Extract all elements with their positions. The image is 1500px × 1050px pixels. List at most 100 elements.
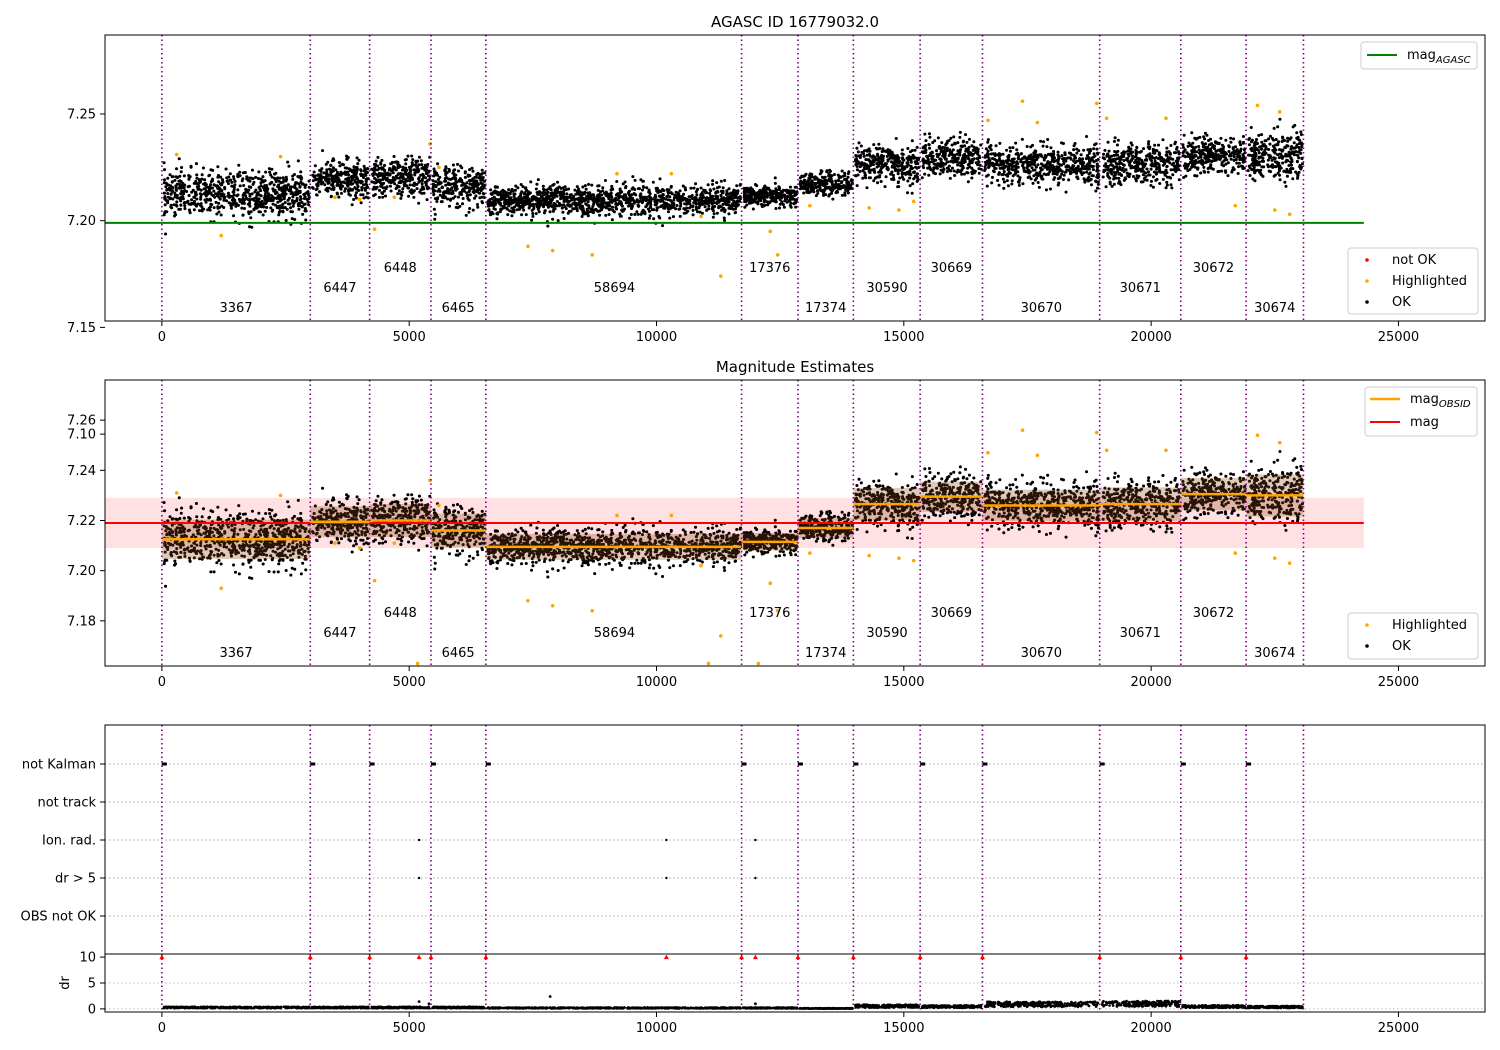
panel1-xtick-label: 0 xyxy=(158,330,166,345)
legend-mag-agasc-subscript: AGASC xyxy=(1435,55,1471,66)
panel1-frame xyxy=(104,34,1486,322)
panel1-obsid-label: 6448 xyxy=(384,261,417,276)
panel1-xtick-label: 25000 xyxy=(1378,330,1419,345)
panel2-ytick-label: 7.18 xyxy=(67,614,96,629)
highlighted-point xyxy=(1272,556,1277,560)
panel2-frame xyxy=(104,379,1486,667)
ok-points-obsid-6448 xyxy=(370,493,432,552)
highlighted-point xyxy=(526,598,530,603)
dr-points-obsid-30671 xyxy=(1100,999,1182,1008)
dr-points-obsid-30674 xyxy=(1246,1004,1304,1010)
panel2-ytick-label: 7.20 xyxy=(67,564,96,579)
panel1-xtick-label: 10000 xyxy=(636,330,677,345)
panel1-obsid-label: 6465 xyxy=(442,301,475,316)
panel3-plot-area xyxy=(105,725,1485,954)
panel1-obsid-label: 6447 xyxy=(323,281,356,296)
panel1-obsid-label: 58694 xyxy=(594,281,635,296)
panel1-title: AGASC ID 16779032.0 xyxy=(711,13,879,31)
panel4-plot-area xyxy=(105,954,1485,1012)
not-kalman-point xyxy=(1246,762,1252,766)
highlighted-point xyxy=(775,253,780,257)
panel2-ytick-label: 7.24 xyxy=(67,464,96,479)
panel1-obsid-label: 30669 xyxy=(931,261,972,276)
not-kalman-point xyxy=(430,762,436,766)
highlighted-point xyxy=(756,661,761,666)
highlighted-point xyxy=(1287,212,1292,217)
panel-dr: 0 5000 10000 15000 20000 25000 0 5 10 dr xyxy=(58,951,1486,1036)
not-kalman-point xyxy=(797,762,803,766)
panel2-obsid-label: 58694 xyxy=(594,626,635,641)
dr-points-obsid-30669 xyxy=(920,1004,983,1010)
not-kalman-point xyxy=(161,762,167,766)
panel2-xtick-label: 5000 xyxy=(393,675,426,690)
highlighted-point xyxy=(768,581,773,586)
not-kalman-point xyxy=(485,762,491,766)
highlighted-point xyxy=(911,558,916,563)
highlighted-point xyxy=(1020,99,1025,103)
highlighted-point xyxy=(615,171,619,176)
highlighted-point xyxy=(357,197,362,202)
dr-clipped-marker xyxy=(795,954,801,960)
highlighted-point xyxy=(219,233,224,238)
panel2-obsid-label: 3367 xyxy=(220,646,253,661)
highlighted-point xyxy=(174,491,179,495)
highlighted-point xyxy=(1287,561,1292,565)
highlighted-point xyxy=(897,208,901,212)
panel2-ytick-label: 7.22 xyxy=(67,514,96,529)
panel1-obsid-label: 30671 xyxy=(1120,281,1161,296)
highlighted-point xyxy=(768,229,773,234)
ok-points-obsid-17376 xyxy=(742,176,799,211)
ok-points-obsid-30674 xyxy=(1246,450,1304,532)
panel2-title: Magnitude Estimates xyxy=(716,358,874,376)
ok-points-obsid-6447 xyxy=(311,149,370,207)
ok-points-obsid-30590 xyxy=(853,137,921,195)
highlighted-point xyxy=(437,165,441,170)
highlighted-point xyxy=(719,274,723,278)
highlighted-point xyxy=(867,206,871,210)
highlighted-point xyxy=(415,661,420,666)
panel1-legend-bottom: not OK Highlighted OK xyxy=(1347,247,1479,315)
panel-agasc-magnitude: AGASC ID 16779032.0 3367 6447 6448 6465 5869… xyxy=(67,13,1486,477)
ok-points-obsid-30669 xyxy=(920,130,983,184)
panel1-obsid-label: 30672 xyxy=(1193,261,1234,276)
panel2-obsid-label: 30669 xyxy=(931,606,972,621)
legend-not-ok: not OK xyxy=(1392,253,1437,268)
dr-outlier-point xyxy=(417,1000,421,1004)
not-kalman-point xyxy=(1099,762,1105,766)
panel1-ytick-label: 7.15 xyxy=(67,321,96,336)
dr-gt5-point xyxy=(417,876,421,880)
highlighted-point xyxy=(699,214,703,219)
dr-clipped-marker xyxy=(307,954,313,960)
dr-points-obsid-30670 xyxy=(983,1000,1100,1009)
ok-points-obsid-30674 xyxy=(1246,117,1304,188)
panel2-obsid-label: 30590 xyxy=(866,626,907,641)
panel4-ytick-label: 0 xyxy=(88,1002,96,1017)
ok-points-obsid-58694 xyxy=(486,175,743,228)
panel2-xtick-label: 15000 xyxy=(883,675,924,690)
not-kalman-point xyxy=(741,762,747,766)
legend-mag-agasc-label: mag xyxy=(1407,48,1436,63)
panel4-xtick-label: 10000 xyxy=(636,1021,677,1036)
not-kalman-point xyxy=(310,762,316,766)
dr-clipped-marker xyxy=(483,954,489,960)
panel2-axes: 0 5000 10000 15000 20000 25000 7.18 7.20 7.22 7.2… xyxy=(67,379,1486,690)
highlighted-point xyxy=(1277,440,1282,445)
highlighted-point xyxy=(808,203,812,208)
ok-points-obsid-30671 xyxy=(1101,136,1182,190)
dr-points-obsid-3367 xyxy=(162,1005,311,1010)
flag-category-label: OBS not OK xyxy=(21,910,97,925)
highlighted-point xyxy=(1272,208,1277,212)
panel1-xtick-label: 5000 xyxy=(393,330,426,345)
legend-mag-obsid-label: mag xyxy=(1410,392,1439,407)
highlighted-point xyxy=(1035,120,1040,125)
dr-clipped-marker xyxy=(663,954,669,960)
flag-category-label: not track xyxy=(37,796,96,811)
dr-clipped-marker xyxy=(367,954,373,960)
panel2-legend-bottom: Highlighted OK xyxy=(1347,612,1479,660)
dr-clipped-marker xyxy=(416,954,422,960)
highlighted-point xyxy=(1233,551,1238,555)
panel2-obsid-label: 6447 xyxy=(323,626,356,641)
panel2-obsid-label: 17374 xyxy=(805,646,846,661)
panel2-legend-top: magOBSID mag xyxy=(1364,386,1478,437)
